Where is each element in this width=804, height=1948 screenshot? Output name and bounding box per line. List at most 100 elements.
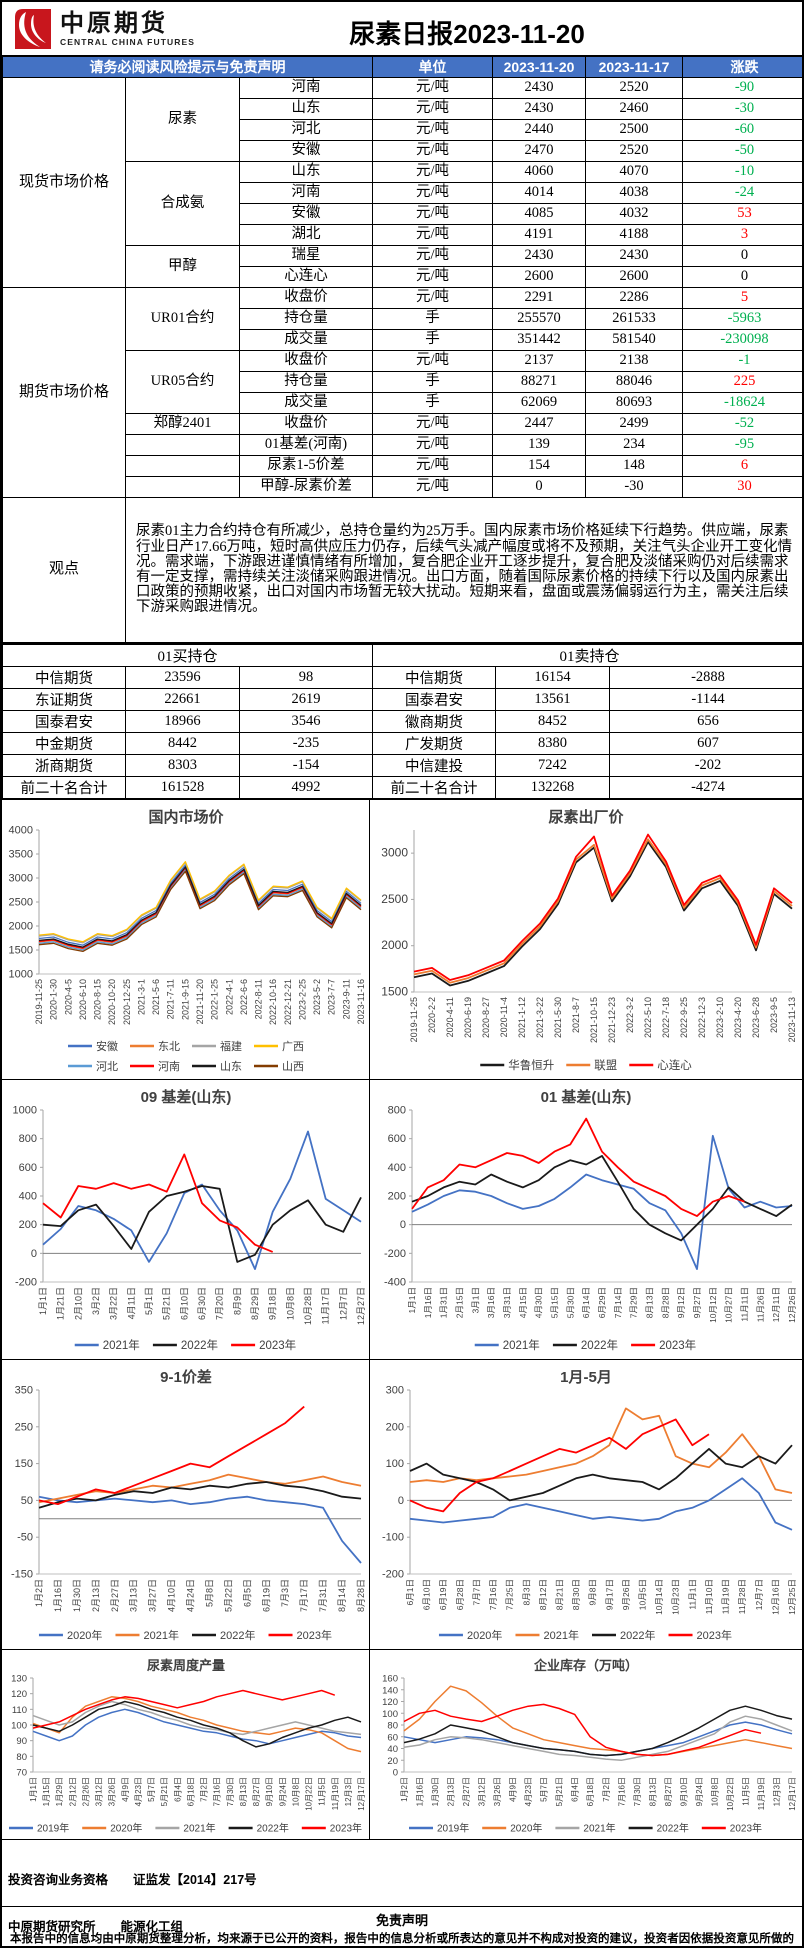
positions-row: 前二十名合计 161528 4992 前二十名合计 132268 -4274 <box>2 776 802 799</box>
x-tick-label: 6月1日 <box>405 1579 415 1605</box>
risk-notice-header: 请务必阅读风险提示与免责声明 <box>2 56 373 78</box>
x-tick-label: 3月22日 <box>108 1287 118 1320</box>
chart-title: 09 基差(山东) <box>140 1088 231 1106</box>
unit-cell: 手 <box>372 392 493 414</box>
chart-cell: 企业库存（万吨） 0 20 40 60 80 100 120 140 160 1月2日 1月16日 1月… <box>370 1650 802 1840</box>
value-previous-cell: 261533 <box>585 308 683 330</box>
group-label: 期货市场价格 <box>2 287 126 498</box>
legend-label: 2023年 <box>697 1628 732 1642</box>
x-tick-label: 10月12日 <box>708 1287 718 1323</box>
chart-title: 9-1价差 <box>160 1368 212 1386</box>
positions-row: 浙商期货 8303 -154 中信建投 7242 -202 <box>2 754 802 777</box>
x-tick-label: 5月30日 <box>565 1287 575 1318</box>
x-tick-label: 2020-6-19 <box>463 997 473 1038</box>
x-tick-label: 11月19日 <box>757 1777 766 1810</box>
y-tick-label: -200 <box>382 1569 404 1581</box>
y-tick-label: 600 <box>18 1162 36 1174</box>
y-tick-label: 80 <box>388 1721 399 1732</box>
x-tick-label: 9月18日 <box>267 1287 277 1320</box>
chart-title: 1月-5月 <box>560 1369 612 1386</box>
y-tick-label: 400 <box>18 1191 36 1203</box>
position-volume: 8380 <box>495 732 610 755</box>
change-cell: 6 <box>682 455 802 477</box>
report-title: 尿素日报2023-11-20 <box>349 19 585 49</box>
x-tick-label: 8月28日 <box>356 1579 366 1612</box>
chart-cell: 尿素周度产量 70 80 90 100 110 120 130 1月1日 1月15日 1月29日 2月… <box>2 1650 371 1840</box>
y-tick-label: -100 <box>382 1532 404 1544</box>
series-line-2023年 <box>38 1405 305 1505</box>
x-tick-label: 2020-11-4 <box>499 997 509 1037</box>
position-change: -202 <box>609 754 802 777</box>
y-tick-label: 20 <box>388 1756 399 1767</box>
legend-label: 2021年 <box>143 1628 178 1642</box>
position-change: 607 <box>609 732 802 755</box>
institute-line: 中原期货研究所 能源化工组 <box>8 1919 184 1934</box>
charts-grid: 国内市场价 1000 1500 2000 2500 3000 3500 4000 2019-11… <box>2 799 802 1840</box>
change-cell: -30 <box>682 98 802 120</box>
x-tick-label: 6月10日 <box>422 1579 432 1610</box>
change-cell: 3 <box>682 224 802 246</box>
change-cell: -95 <box>682 434 802 456</box>
legend-label: 河南 <box>158 1060 180 1073</box>
broker-name: 东证期货 <box>2 688 126 711</box>
x-tick-label: 2月27日 <box>462 1777 471 1806</box>
y-tick-label: 150 <box>14 1458 32 1470</box>
x-tick-label: 6月30日 <box>197 1287 207 1320</box>
x-tick-label: 12月27日 <box>356 1287 366 1325</box>
series-line-2022年 <box>409 1444 793 1502</box>
date-current-header: 2023-11-20 <box>492 56 586 78</box>
x-tick-label: 2月13日 <box>447 1777 456 1806</box>
x-tick-label: 2022-8-11 <box>253 979 263 1019</box>
chart-row: 09 基差(山东) -200 0 200 400 600 800 1000 1月1日 1月21日 2… <box>2 1080 802 1360</box>
item-label: 收盘价 <box>239 350 373 372</box>
item-label: 湖北 <box>239 224 373 246</box>
value-current-cell: 4191 <box>492 224 586 246</box>
legend-label: 联盟 <box>594 1058 617 1072</box>
x-tick-label: 2022-6-6 <box>238 979 248 1015</box>
x-tick-label: 2023-5-2 <box>312 979 322 1015</box>
broker-name: 浙商期货 <box>2 754 126 777</box>
x-tick-label: 12月26日 <box>787 1287 797 1323</box>
x-tick-label: 8月13日 <box>648 1777 657 1806</box>
y-tick-label: -150 <box>11 1569 33 1581</box>
unit-cell: 元/吨 <box>372 98 493 120</box>
x-tick-label: 2023-9-11 <box>341 979 351 1019</box>
viewpoint-text: 尿素01主力合约持仓有所减少，总持仓量约为25万手。国内尿素市场价格延续下行趋势… <box>125 497 802 643</box>
position-volume: 8442 <box>125 732 240 755</box>
x-tick-label: 9月10日 <box>265 1777 274 1806</box>
x-tick-label: 6月5日 <box>242 1579 252 1607</box>
x-tick-label: 5月7日 <box>147 1777 156 1802</box>
unit-cell: 手 <box>372 371 493 393</box>
table-row: 心连心 元/吨 2600 2600 0 <box>3 266 802 288</box>
x-tick-label: 1月16日 <box>416 1777 425 1806</box>
report-header: 中原期货 CENTRAL CHINA FUTURES 尿素日报2023-11-2… <box>2 2 802 56</box>
series-line-2020年 <box>38 1495 362 1564</box>
x-tick-label: 12月3日 <box>343 1777 352 1806</box>
item-label: 心连心 <box>239 266 373 288</box>
brand-text: 中原期货 CENTRAL CHINA FUTURES <box>60 11 195 47</box>
x-tick-label: 2022-9-25 <box>679 997 689 1038</box>
item-label: 河北 <box>239 119 373 141</box>
legend-label: 东北 <box>158 1040 180 1053</box>
legend-label: 2022年 <box>657 1822 689 1835</box>
table-row: UR05合约 收盘价 元/吨 2137 2138 -1 <box>3 350 802 414</box>
x-tick-label: 2020-12-25 <box>121 979 131 1025</box>
change-header: 涨跌 <box>682 56 802 78</box>
x-tick-label: 11月11日 <box>740 1287 750 1322</box>
broker-name: 徽商期货 <box>372 710 496 733</box>
series-line-山西 <box>38 870 361 953</box>
x-tick-label: 12月17日 <box>357 1777 366 1811</box>
value-previous-cell: 2286 <box>585 287 683 309</box>
y-tick-label: 120 <box>11 1689 27 1700</box>
chart-row: 尿素周度产量 70 80 90 100 110 120 130 1月1日 1月15日 1月29日 2月… <box>2 1650 802 1840</box>
viewpoint-label: 观点 <box>2 497 126 643</box>
x-tick-label: 2021-7-11 <box>165 979 175 1019</box>
value-previous-cell: 80693 <box>585 392 683 414</box>
subgroup-label: UR05合约 <box>125 350 240 414</box>
table-row: 成交量手 62069 80693 -18624 <box>3 392 802 414</box>
series-line-2022年 <box>403 1705 793 1757</box>
x-tick-label: 1月1日 <box>407 1287 417 1313</box>
item-label: 安徽 <box>239 203 373 225</box>
value-current-cell: 62069 <box>492 392 586 414</box>
x-tick-label: 8月30日 <box>571 1579 581 1610</box>
